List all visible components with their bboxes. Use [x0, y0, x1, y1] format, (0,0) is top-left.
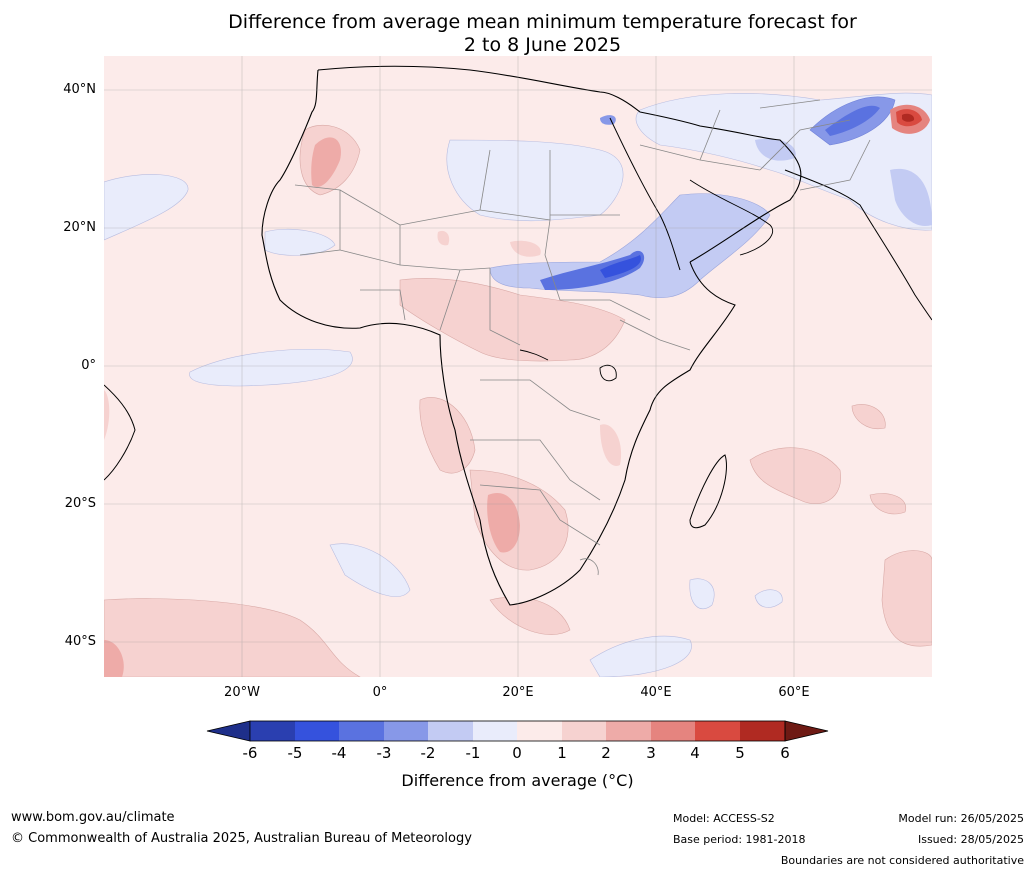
colorbar-bin-neg6 [250, 721, 295, 741]
colorbar-tick: 5 [735, 744, 745, 762]
map-title-line1: Difference from average mean minimum tem… [228, 11, 857, 33]
warm-anomaly-himalaya-core [902, 113, 915, 122]
map-title-line2: 2 to 8 June 2025 [463, 34, 622, 56]
lat-label-20n: 20°N [63, 220, 96, 235]
colorbar-bin-pos3 [651, 721, 695, 741]
south-america-coastline [104, 384, 136, 481]
lat-label-40n: 40°N [63, 82, 96, 97]
cold-anomaly-sahel-strong [540, 250, 645, 290]
colorbar-tick: 2 [601, 744, 611, 762]
lon-label-0: 0° [372, 685, 388, 700]
country-borders [294, 99, 871, 576]
warm-anomaly-southwest-strong [104, 640, 124, 677]
colorbar-label: Difference from average (°C) [401, 771, 634, 790]
colorbar-max-arrow [784, 720, 829, 742]
warm-anomaly-south-america-edge [104, 390, 110, 440]
lon-label-60e: 60°E [778, 685, 810, 700]
colorbar [206, 720, 829, 742]
arabia-coastline [689, 179, 773, 256]
cold-anomaly-gulf-of-guinea [189, 349, 353, 387]
congo-river [519, 349, 549, 361]
lon-label-20w: 20°W [224, 685, 260, 700]
colorbar-bin-pos5 [740, 721, 785, 741]
warm-anomaly-namibia-strong [487, 493, 520, 553]
lon-label-20e: 20°E [502, 685, 534, 700]
cold-anomaly-north-atlantic [104, 174, 189, 241]
africa-coastline [261, 69, 736, 606]
colorbar-tick: 1 [557, 744, 567, 762]
mediterranean-coastline [317, 65, 802, 263]
colorbar-bin-neg1 [473, 721, 517, 741]
colorbar-bin-neg4 [339, 721, 384, 741]
cold-anomaly-sahara-east [446, 139, 624, 222]
colorbar-bin-neg3 [384, 721, 428, 741]
red-sea-coastline [609, 117, 681, 271]
graticule [104, 56, 932, 677]
footer-base-period: Base period: 1981-2018 [673, 833, 806, 846]
colorbar-tick: 4 [690, 744, 700, 762]
colorbar-bin-pos4 [695, 721, 740, 741]
colorbar-bin-pos2 [606, 721, 651, 741]
cold-anomaly-southern-ocean [589, 635, 692, 677]
colorbar-min-arrow [206, 720, 251, 742]
colorbar-tick: -2 [420, 744, 436, 762]
footer-website: www.bom.gov.au/climate [11, 810, 175, 825]
colorbar-bin-pos1 [562, 721, 606, 741]
warm-anomaly-central-africa [399, 278, 626, 362]
colorbar-tick: -5 [287, 744, 303, 762]
colorbar-tick: -4 [331, 744, 347, 762]
colorbar-tick: -6 [242, 744, 258, 762]
warm-anomaly-indian-small [851, 404, 886, 430]
colorbar-tick: -1 [465, 744, 481, 762]
warm-anomaly-southwest [104, 598, 361, 677]
footer-model: Model: ACCESS-S2 [673, 812, 775, 825]
colorbar-frame [249, 720, 786, 742]
footer-copyright: © Commonwealth of Australia 2025, Austra… [11, 831, 472, 846]
colorbar-bin-pos0 [517, 721, 562, 741]
footer-model-run: Model run: 26/05/2025 [898, 812, 1024, 825]
lat-label-40s: 40°S [64, 634, 96, 649]
colorbar-tick: -3 [376, 744, 392, 762]
colorbar-bin-neg2 [428, 721, 473, 741]
cold-anomaly-central-asia-core [825, 105, 880, 136]
cold-anomaly-south-atlantic [329, 543, 411, 597]
lake-victoria [599, 364, 617, 382]
footer-issued: Issued: 28/05/2025 [917, 833, 1024, 846]
cold-anomaly-india-north [890, 168, 932, 226]
lat-label-20s: 20°S [64, 496, 96, 511]
warm-anomaly-madagascar-east [749, 447, 841, 505]
warm-anomaly-east-africa [600, 424, 622, 466]
cold-anomaly-sahel-core [600, 255, 641, 278]
warm-anomaly-sahara-small [437, 230, 450, 246]
colorbar-tick: 3 [646, 744, 656, 762]
warm-anomaly-chad [510, 240, 541, 257]
cold-anomaly-indian-1 [689, 578, 715, 610]
cold-anomaly-west-africa [264, 229, 336, 256]
cold-anomaly-indian-2 [754, 589, 783, 608]
madagascar [689, 454, 727, 529]
lon-label-40e: 40°E [640, 685, 672, 700]
map-plot-area [104, 56, 932, 677]
colorbar-tick: 0 [512, 744, 522, 762]
lat-label-0: 0° [81, 358, 96, 373]
footer-disclaimer: Boundaries are not considered authoritat… [780, 854, 1024, 867]
colorbar-bin-neg5 [295, 721, 339, 741]
warm-anomaly-southeast [881, 550, 932, 647]
warm-anomaly-morocco-strong [311, 137, 341, 188]
colorbar-tick: 6 [780, 744, 790, 762]
